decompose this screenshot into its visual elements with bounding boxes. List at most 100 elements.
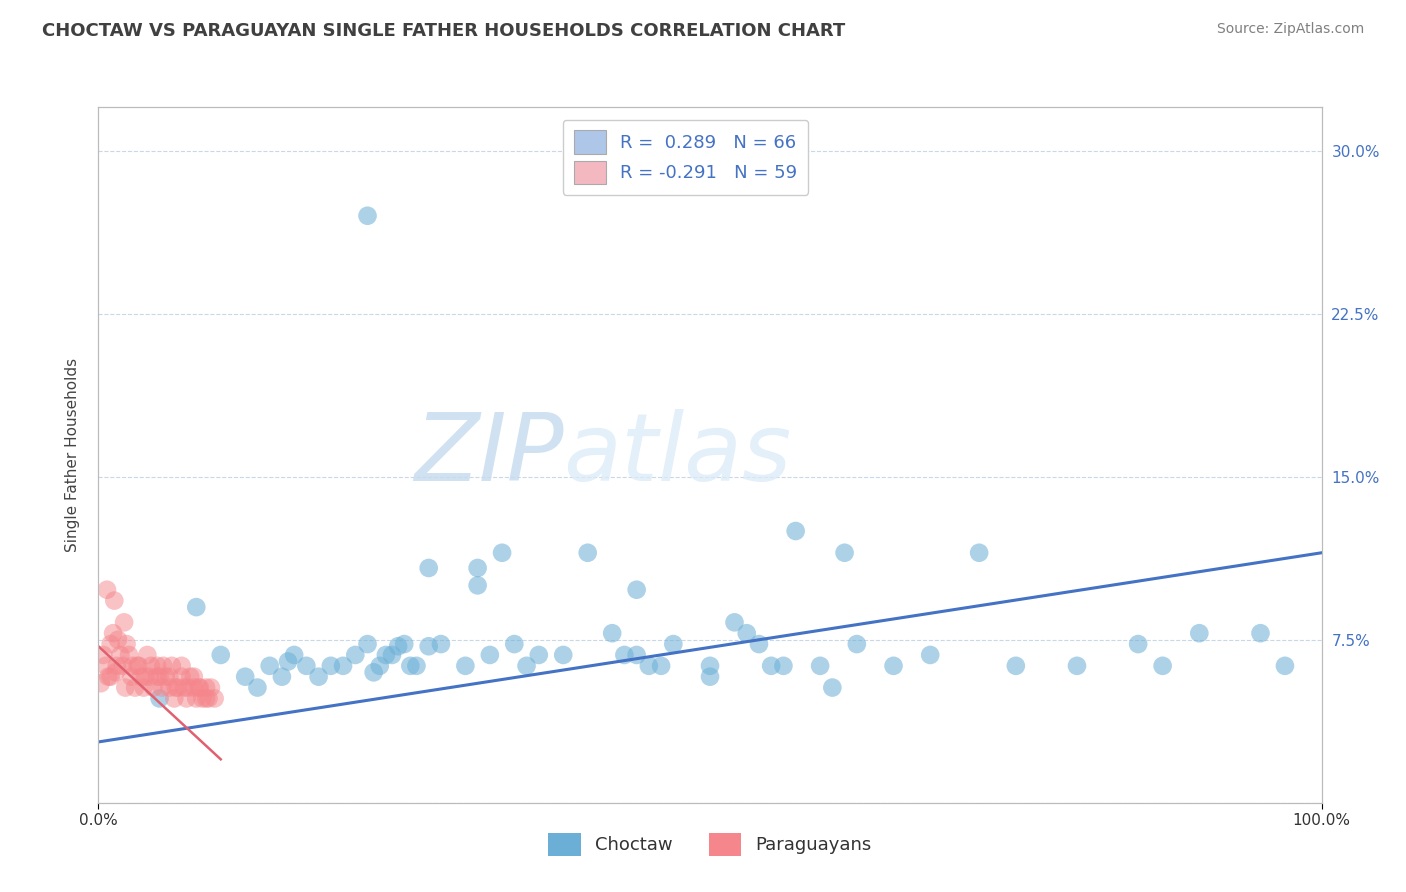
Point [149, 691, 172, 706]
Point [356, 209, 378, 223]
Text: ZIP: ZIP [413, 409, 564, 500]
Point [127, 658, 149, 673]
Point [183, 681, 205, 695]
Point [920, 648, 942, 662]
Point [134, 670, 156, 684]
Point [277, 655, 299, 669]
Point [204, 691, 226, 706]
Point [170, 658, 193, 673]
Point [136, 648, 159, 662]
Point [1249, 626, 1271, 640]
Point [101, 626, 124, 640]
Point [454, 658, 477, 673]
Point [1066, 658, 1088, 673]
Point [368, 658, 391, 673]
Point [142, 681, 165, 695]
Point [699, 658, 721, 673]
Point [1188, 626, 1211, 640]
Point [1128, 637, 1150, 651]
Point [883, 658, 905, 673]
Point [553, 648, 575, 662]
Point [491, 546, 513, 560]
Point [515, 658, 537, 673]
Y-axis label: Single Father Households: Single Father Households [65, 358, 80, 552]
Text: atlas: atlas [564, 409, 792, 500]
Point [97, 670, 120, 684]
Point [319, 658, 342, 673]
Point [363, 665, 385, 680]
Point [638, 658, 661, 673]
Point [150, 681, 173, 695]
Point [356, 637, 378, 651]
Point [183, 670, 205, 684]
Point [139, 658, 162, 673]
Point [107, 632, 129, 647]
Point [527, 648, 550, 662]
Point [91, 648, 114, 662]
Point [259, 658, 281, 673]
Point [418, 561, 440, 575]
Point [160, 658, 183, 673]
Point [748, 637, 770, 651]
Point [626, 582, 648, 597]
Point [128, 658, 150, 673]
Point [785, 524, 807, 538]
Point [94, 658, 117, 673]
Point [387, 639, 409, 653]
Point [155, 670, 177, 684]
Point [115, 637, 138, 651]
Point [405, 658, 427, 673]
Point [165, 681, 187, 695]
Point [821, 681, 844, 695]
Point [114, 681, 136, 695]
Point [1274, 658, 1296, 673]
Point [96, 582, 118, 597]
Point [772, 658, 794, 673]
Point [124, 681, 146, 695]
Point [195, 691, 218, 706]
Point [197, 691, 219, 706]
Point [626, 648, 648, 662]
Point [129, 670, 152, 684]
Point [478, 648, 501, 662]
Point [111, 658, 134, 673]
Point [186, 600, 208, 615]
Point [418, 639, 440, 653]
Point [200, 681, 222, 695]
Point [392, 637, 416, 651]
Point [1152, 658, 1174, 673]
Point [344, 648, 367, 662]
Point [967, 546, 990, 560]
Text: CHOCTAW VS PARAGUAYAN SINGLE FATHER HOUSEHOLDS CORRELATION CHART: CHOCTAW VS PARAGUAYAN SINGLE FATHER HOUS… [42, 22, 845, 40]
Point [173, 681, 195, 695]
Point [430, 637, 453, 651]
Point [576, 546, 599, 560]
Point [163, 691, 186, 706]
Point [100, 637, 122, 651]
Point [295, 658, 318, 673]
Point [167, 681, 190, 695]
Point [195, 681, 218, 695]
Legend: Choctaw, Paraguayans: Choctaw, Paraguayans [541, 826, 879, 863]
Point [118, 648, 141, 662]
Point [399, 658, 422, 673]
Point [650, 658, 672, 673]
Point [188, 681, 211, 695]
Point [112, 615, 135, 630]
Point [503, 637, 526, 651]
Point [157, 681, 180, 695]
Point [139, 670, 162, 684]
Point [176, 691, 198, 706]
Point [100, 670, 122, 684]
Point [209, 648, 232, 662]
Point [170, 670, 193, 684]
Point [177, 681, 200, 695]
Point [103, 593, 125, 607]
Point [332, 658, 354, 673]
Point [90, 676, 112, 690]
Point [121, 658, 143, 673]
Point [374, 648, 396, 662]
Point [600, 626, 623, 640]
Point [146, 658, 169, 673]
Point [246, 681, 269, 695]
